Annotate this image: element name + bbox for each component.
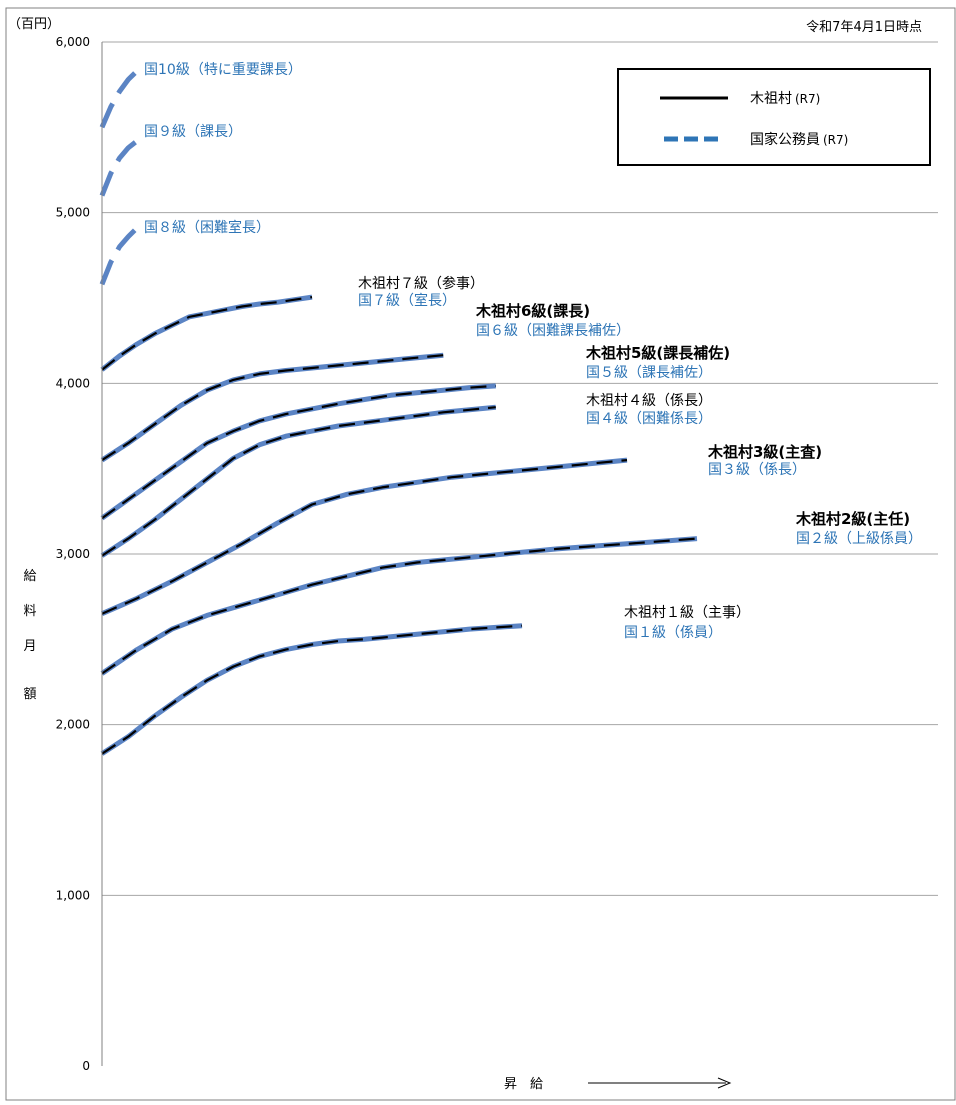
series-label-national-g4: 国４級（困難係長） (586, 411, 712, 427)
series-label-national-g3: 国３級（係長） (708, 462, 806, 478)
series-line-village-g7 (101, 296, 313, 371)
series-line-national-g10 (99, 69, 139, 129)
as-of-date: 令和7年4月1日時点 (806, 20, 922, 35)
series-line-national-g9 (99, 139, 139, 197)
unit-label: （百円） (8, 17, 60, 32)
series-line-national-g5 (100, 383, 496, 521)
series-label-national-g5: 国５級（課長補佐） (586, 365, 712, 381)
series-label-village-g2: 木祖村2級(主任) (795, 510, 910, 528)
series-label-national-g2: 国２級（上級係員） (796, 531, 922, 547)
series-line-village-g5 (101, 384, 496, 520)
series-line-village-g1 (101, 624, 523, 755)
series-label-village-g6: 木祖村6級(課長) (475, 302, 590, 320)
y-tick-label: 2,000 (56, 718, 90, 732)
y-tick-label: 0 (82, 1059, 90, 1073)
x-axis-title: 昇 給 (504, 1077, 543, 1092)
y-axis-title: 給 料 月 額 (23, 569, 36, 702)
legend-label-national: 国家公務員 (R7) (750, 131, 848, 148)
series-line-village-g3 (101, 459, 628, 615)
y-tick-label: 1,000 (56, 888, 90, 902)
series-label-national-g7: 国７級（室長） (358, 292, 456, 309)
legend: 木祖村 (R7) 国家公務員 (R7) (617, 68, 931, 166)
y-tick-label: 6,000 (56, 35, 90, 49)
series-line-national-g8 (99, 226, 139, 286)
y-axis-ticks: 0 1,000 2,000 3,000 4,000 5,000 6,000 (56, 35, 90, 1073)
legend-label-village: 木祖村 (R7) (750, 91, 820, 107)
series-line-national-g6 (100, 352, 444, 463)
series-line-national-g3 (100, 457, 628, 616)
series-line-village-g6 (101, 354, 444, 462)
x-axis-arrow (588, 1077, 732, 1089)
legend-box (617, 68, 931, 166)
y-tick-label: 3,000 (56, 547, 90, 561)
series-label-village-g7: 木祖村７級（参事） (358, 275, 484, 292)
series-label-national-g8: 国８級（困難室長） (144, 219, 270, 236)
series-label-national-g1: 国１級（係員） (624, 625, 722, 641)
series-label-village-g1: 木祖村１級（主事） (624, 605, 750, 621)
grid-group (102, 41, 938, 896)
series-line-village-g2 (101, 537, 698, 675)
series-label-national-g9: 国９級（課長） (144, 124, 242, 140)
series-line-village-g4 (101, 406, 496, 557)
series-label-village-g4: 木祖村４級（係長） (586, 393, 712, 409)
y-axis-title-char-4: 額 (23, 687, 36, 702)
y-axis-title-char-1: 給 (23, 569, 36, 584)
series-label-national-g6: 国６級（困難課長補佐） (476, 323, 630, 339)
y-tick-label: 5,000 (56, 206, 90, 220)
series-label-national-g10: 国10級（特に重要課長） (144, 62, 302, 78)
chart-frame (5, 7, 956, 1101)
y-axis-title-char-2: 料 (23, 604, 36, 619)
series-line-national-g7 (100, 294, 313, 372)
y-axis-title-char-3: 月 (23, 639, 36, 654)
series-label-village-g5: 木祖村5級(課長補佐) (585, 344, 730, 362)
series-labels: 国10級（特に重要課長） 国９級（課長） 国８級（困難室長） 木祖村７級（参事）国７級… (144, 62, 922, 641)
series-line-national-g2 (100, 536, 698, 676)
series-label-village-g3: 木祖村3級(主査) (707, 443, 822, 461)
series-group (99, 69, 698, 756)
y-tick-label: 4,000 (56, 376, 90, 390)
